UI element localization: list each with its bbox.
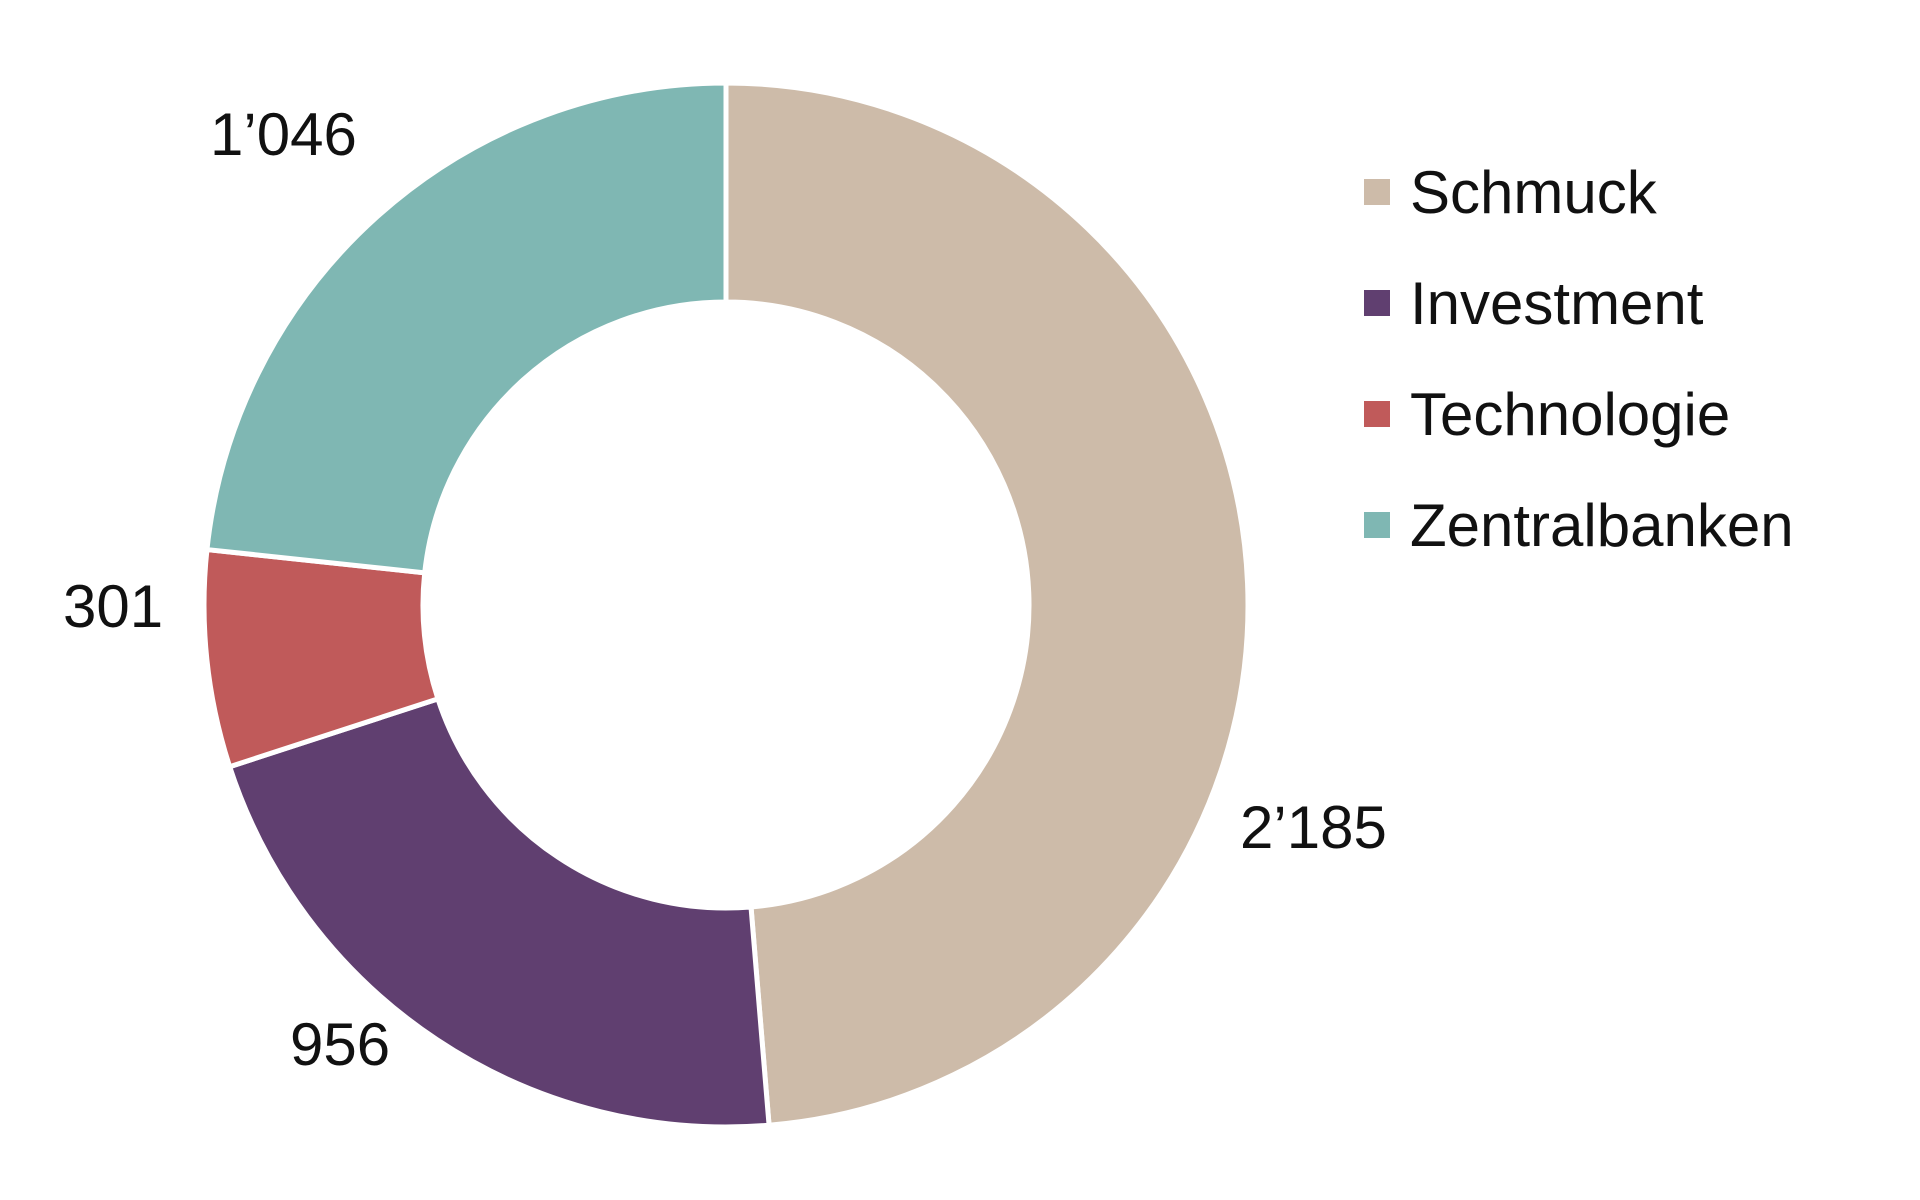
value-labels-group: 2’185 956 301 1’046 — [63, 101, 1387, 1078]
slice-schmuck — [723, 80, 1251, 1128]
value-label-investment: 956 — [290, 1011, 390, 1078]
value-label-schmuck: 2’185 — [1240, 794, 1387, 861]
slices-group — [201, 80, 1251, 1130]
legend-label-schmuck: Schmuck — [1410, 159, 1658, 226]
legend-swatch-technologie — [1364, 401, 1390, 427]
legend-label-technologie: Technologie — [1410, 381, 1730, 448]
legend-label-investment: Investment — [1410, 270, 1704, 337]
slice-investment — [226, 695, 772, 1130]
value-label-zentralbanken: 1’046 — [210, 101, 357, 168]
legend-swatch-investment — [1364, 290, 1390, 316]
slice-zentralbanken — [204, 80, 729, 576]
legend-swatch-schmuck — [1364, 179, 1390, 205]
legend: Schmuck Investment Technologie Zentralbanke… — [1364, 159, 1794, 559]
legend-label-zentralbanken: Zentralbanken — [1410, 492, 1794, 559]
value-label-technologie: 301 — [63, 573, 163, 640]
legend-swatch-zentralbanken — [1364, 512, 1390, 538]
